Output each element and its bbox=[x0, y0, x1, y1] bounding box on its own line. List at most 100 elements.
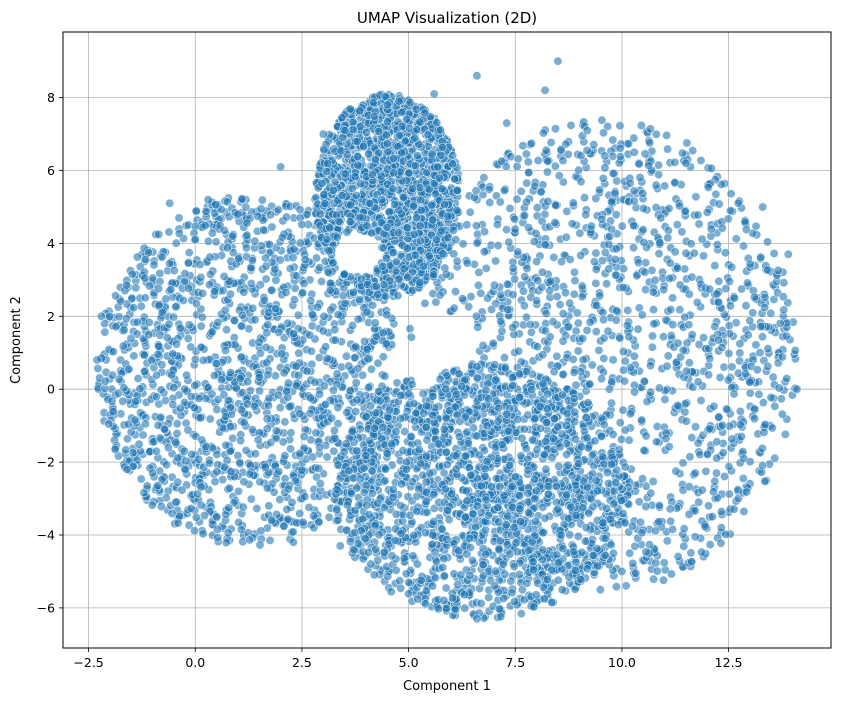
scatter-point bbox=[578, 334, 588, 344]
scatter-point bbox=[465, 207, 475, 217]
scatter-point bbox=[431, 235, 441, 245]
scatter-point bbox=[388, 247, 398, 257]
scatter-point bbox=[604, 264, 614, 274]
scatter-point bbox=[658, 332, 668, 342]
scatter-point bbox=[381, 253, 391, 263]
scatter-point bbox=[781, 331, 791, 341]
scatter-point bbox=[611, 315, 621, 325]
scatter-point bbox=[279, 368, 289, 378]
scatter-point bbox=[514, 346, 524, 356]
scatter-point bbox=[548, 317, 558, 327]
scatter-point bbox=[712, 437, 722, 447]
scatter-point bbox=[432, 118, 442, 128]
scatter-point bbox=[585, 317, 595, 327]
scatter-point bbox=[245, 535, 255, 545]
scatter-point bbox=[201, 206, 211, 216]
scatter-point bbox=[750, 414, 760, 424]
scatter-point bbox=[600, 248, 610, 258]
scatter-point bbox=[352, 136, 362, 146]
scatter-point bbox=[238, 502, 248, 512]
scatter-point bbox=[212, 404, 222, 414]
scatter-point bbox=[145, 281, 155, 291]
scatter-point bbox=[255, 386, 265, 396]
scatter-point bbox=[237, 194, 247, 204]
scatter-point bbox=[466, 292, 476, 302]
scatter-point bbox=[625, 548, 635, 558]
scatter-point bbox=[314, 389, 324, 399]
scatter-point bbox=[525, 319, 535, 329]
scatter-point bbox=[686, 239, 696, 249]
scatter-point bbox=[598, 128, 608, 138]
scatter-point bbox=[597, 115, 607, 125]
scatter-point bbox=[406, 332, 416, 342]
scatter-point bbox=[519, 211, 529, 221]
scatter-point bbox=[285, 402, 295, 412]
scatter-point bbox=[340, 298, 350, 308]
scatter-point bbox=[492, 220, 502, 230]
scatter-point bbox=[526, 138, 536, 148]
scatter-point bbox=[666, 569, 676, 579]
scatter-point bbox=[473, 322, 483, 332]
scatter-point bbox=[410, 133, 420, 143]
scatter-point bbox=[594, 345, 604, 355]
scatter-point bbox=[174, 229, 184, 239]
scatter-point bbox=[253, 211, 263, 221]
scatter-point bbox=[757, 332, 767, 342]
scatter-point bbox=[257, 195, 267, 205]
scatter-point bbox=[321, 342, 331, 352]
scatter-point bbox=[521, 197, 531, 207]
scatter-point bbox=[624, 435, 634, 445]
scatter-point bbox=[234, 254, 244, 264]
scatter-point bbox=[242, 243, 252, 253]
scatter-point bbox=[690, 468, 700, 478]
scatter-point bbox=[662, 130, 672, 140]
scatter-point bbox=[621, 581, 631, 591]
scatter-point bbox=[285, 444, 295, 454]
scatter-point bbox=[169, 383, 179, 393]
scatter-point bbox=[223, 243, 233, 253]
scatter-point bbox=[648, 287, 658, 297]
scatter-point bbox=[415, 278, 425, 288]
scatter-point bbox=[555, 300, 565, 310]
scatter-point bbox=[654, 383, 664, 393]
scatter-point bbox=[741, 301, 751, 311]
scatter-point bbox=[241, 202, 251, 212]
scatter-point bbox=[673, 400, 683, 410]
scatter-point bbox=[318, 326, 328, 336]
scatter-point bbox=[333, 403, 343, 413]
scatter-point bbox=[223, 528, 233, 538]
scatter-point bbox=[191, 298, 201, 308]
scatter-point bbox=[353, 314, 363, 324]
scatter-point bbox=[642, 397, 652, 407]
scatter-point bbox=[147, 500, 157, 510]
scatter-point bbox=[407, 184, 417, 194]
scatter-point bbox=[353, 160, 363, 170]
scatter-point bbox=[315, 209, 325, 219]
scatter-point bbox=[195, 413, 205, 423]
scatter-point bbox=[488, 338, 498, 348]
scatter-point bbox=[743, 330, 753, 340]
scatter-point bbox=[731, 234, 741, 244]
scatter-point bbox=[293, 310, 303, 320]
scatter-point bbox=[776, 394, 786, 404]
scatter-point bbox=[433, 162, 443, 172]
scatter-point bbox=[479, 227, 489, 237]
scatter-point bbox=[314, 463, 324, 473]
scatter-point bbox=[129, 351, 139, 361]
scatter-point bbox=[510, 214, 520, 224]
scatter-point bbox=[624, 139, 634, 149]
scatter-point bbox=[155, 433, 165, 443]
scatter-point bbox=[499, 353, 509, 363]
scatter-point bbox=[93, 363, 103, 373]
scatter-point bbox=[156, 412, 166, 422]
scatter-point bbox=[483, 293, 493, 303]
scatter-point bbox=[556, 257, 566, 267]
scatter-point bbox=[228, 433, 238, 443]
scatter-point bbox=[388, 184, 398, 194]
scatter-point bbox=[493, 241, 503, 251]
scatter-point bbox=[394, 274, 404, 284]
scatter-point bbox=[724, 489, 734, 499]
scatter-point bbox=[489, 280, 499, 290]
scatter-point bbox=[698, 251, 708, 261]
scatter-point bbox=[684, 320, 694, 330]
